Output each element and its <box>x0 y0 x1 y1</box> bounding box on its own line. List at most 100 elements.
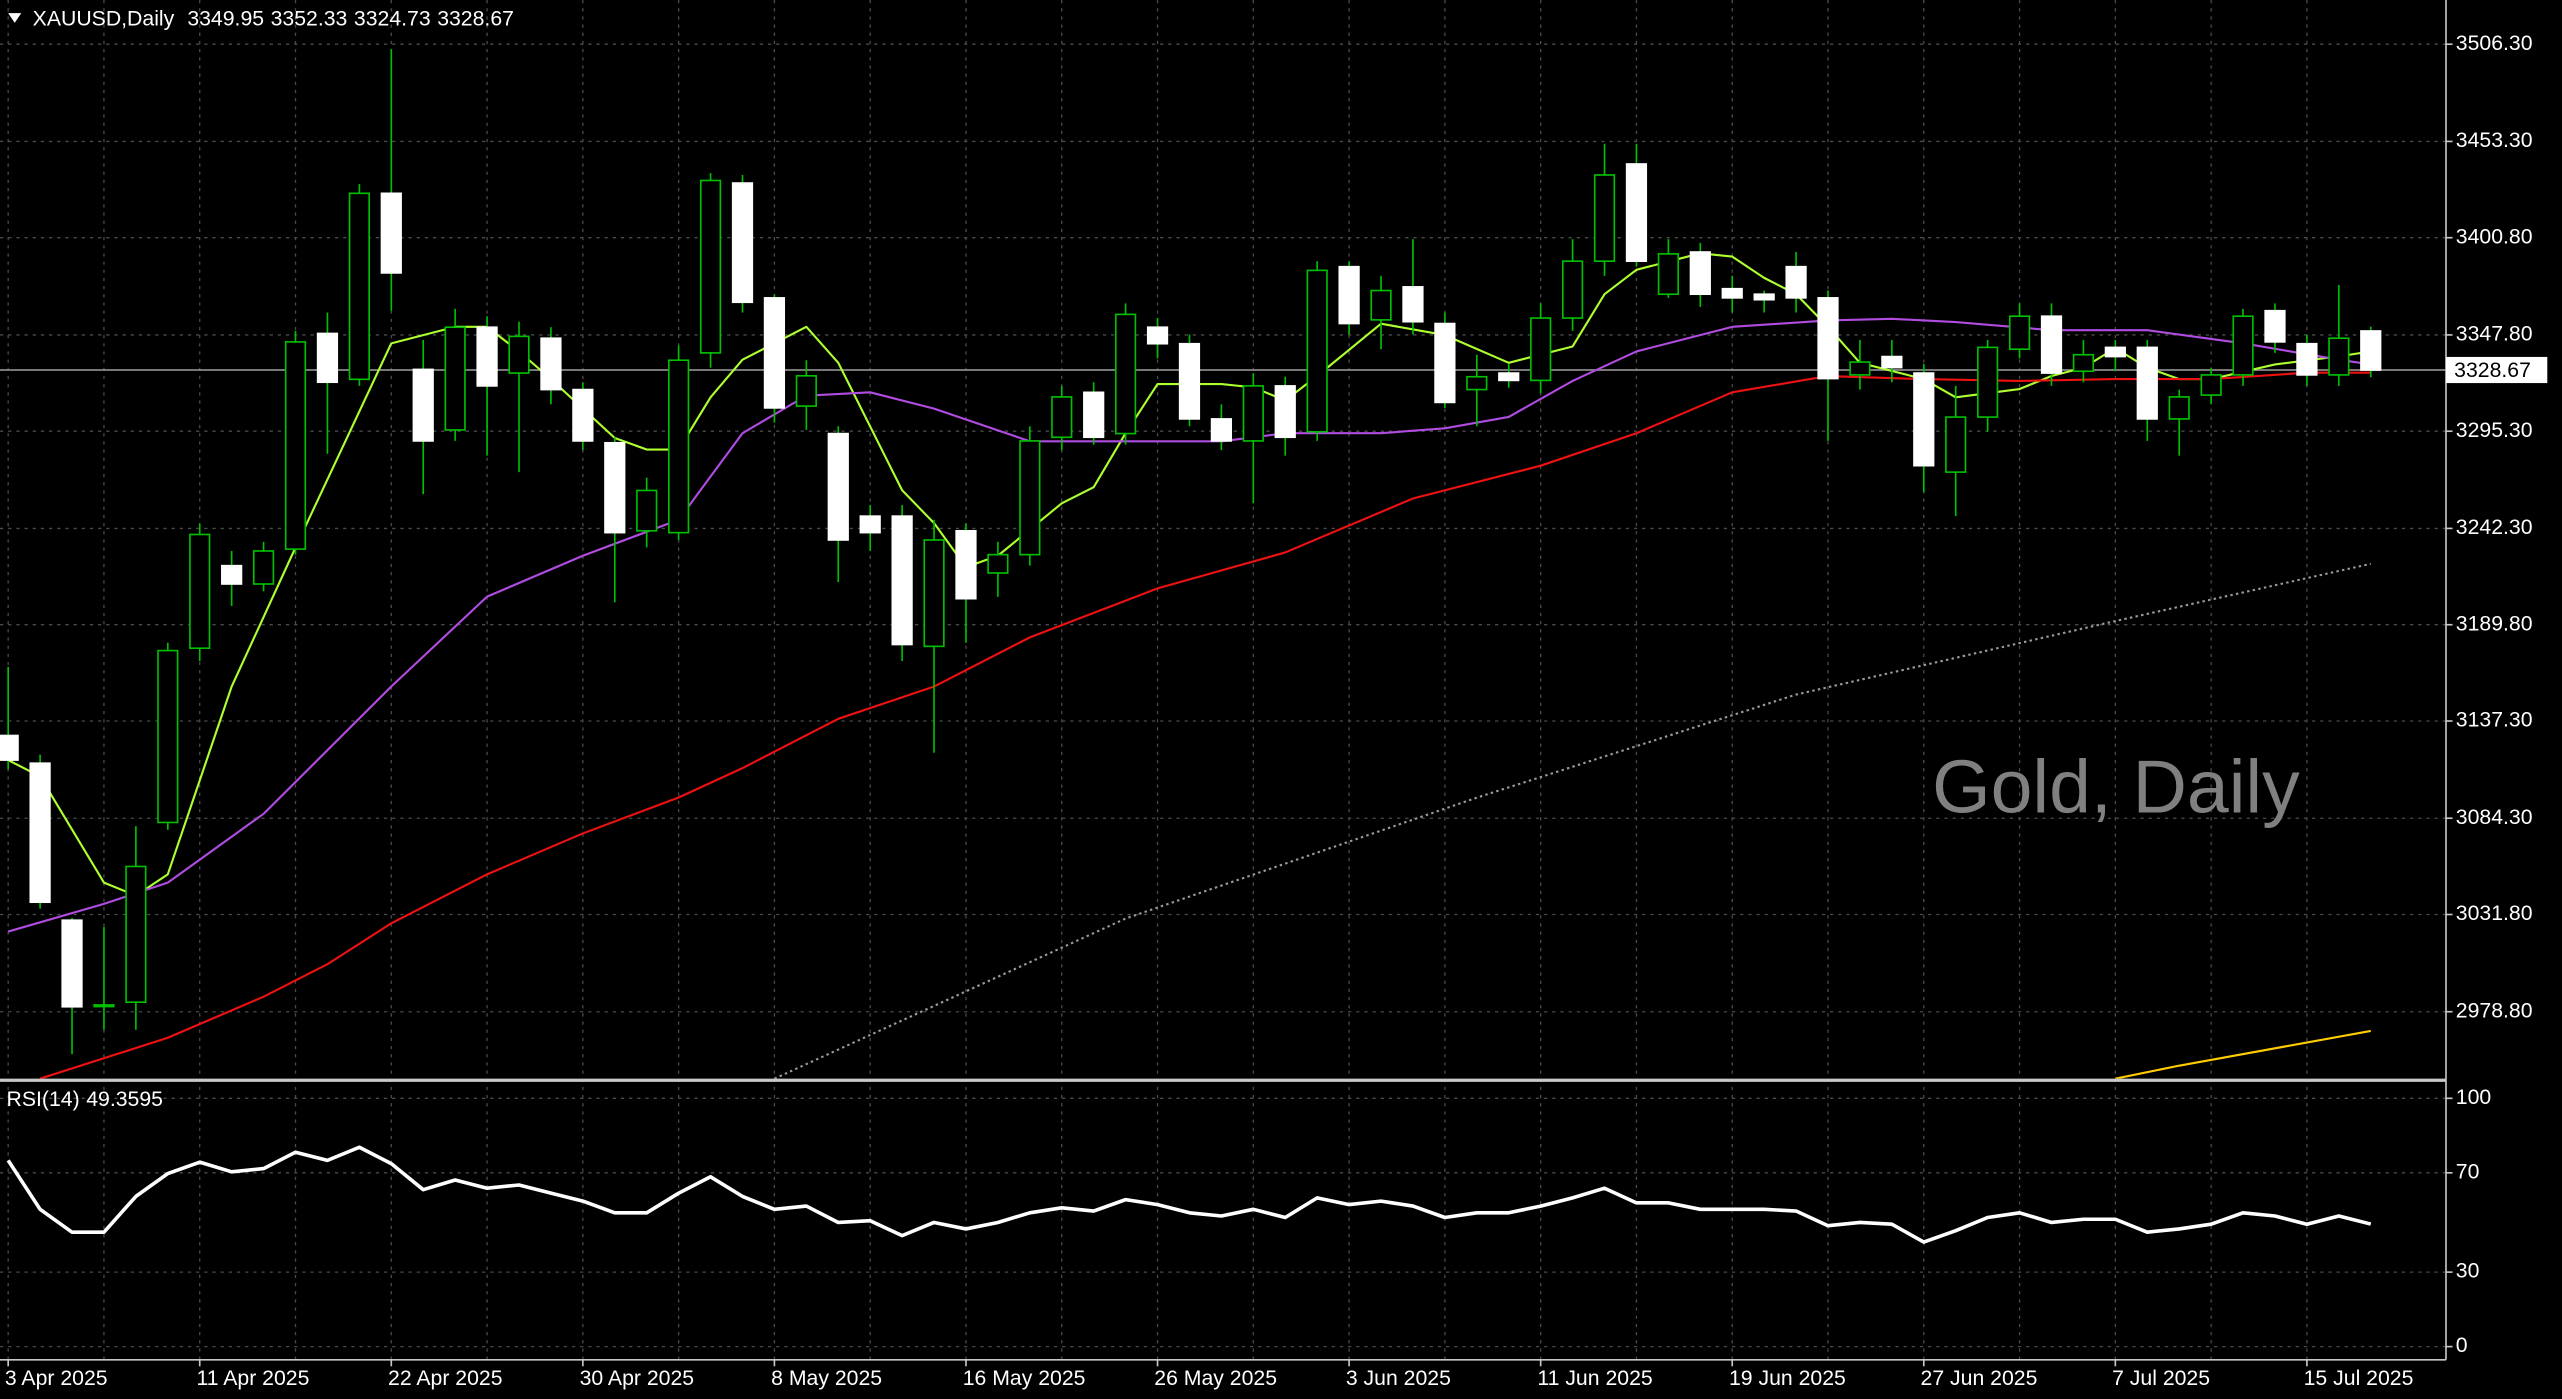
y-tick-label: 3453.30 <box>2456 128 2533 152</box>
candle-body-down <box>316 332 339 384</box>
candle-body-down <box>2360 330 2382 371</box>
candle-body-up <box>1051 396 1073 439</box>
x-tick-label: 3 Apr 2025 <box>5 1366 108 1390</box>
moving-average-line <box>2115 1029 2371 1079</box>
candle-body-up <box>2008 315 2031 351</box>
rsi-tick-label: 0 <box>2456 1333 2468 1357</box>
rsi-tick-label: 100 <box>2456 1085 2491 1109</box>
candle-body-up <box>987 553 1009 574</box>
candle-body-down <box>1338 265 1360 325</box>
y-tick-label: 3400.80 <box>2456 224 2533 248</box>
candle-body-down <box>1721 287 1743 299</box>
candle-body-down <box>2104 346 2126 358</box>
candle-body-up <box>1466 375 1488 391</box>
candle-body-down <box>1881 355 1903 369</box>
candle-body-down <box>1434 322 1456 404</box>
x-tick-label: 3 Jun 2025 <box>1346 1366 1451 1390</box>
candle-body-up <box>699 179 722 354</box>
y-tick-label: 3189.80 <box>2456 611 2533 635</box>
candle-body-up <box>284 341 307 550</box>
candle-body-down <box>2136 346 2158 420</box>
candle-body-down <box>1402 286 1424 323</box>
candle-body-up <box>1306 269 1328 433</box>
candle-body-up <box>636 489 658 532</box>
y-tick-label: 3084.30 <box>2456 805 2533 829</box>
x-tick-label: 7 Jul 2025 <box>2112 1366 2210 1390</box>
y-tick-label: 2978.80 <box>2456 998 2533 1022</box>
moving-average-line <box>39 371 2371 1079</box>
header-close: 3328.67 <box>437 6 514 30</box>
rsi-tick-label: 70 <box>2456 1159 2480 1183</box>
candle-body-up <box>189 533 211 650</box>
candle-body-down <box>2296 342 2318 376</box>
candle-body-down <box>380 192 402 274</box>
candle-body-up <box>2232 315 2254 376</box>
x-tick-label: 27 Jun 2025 <box>1921 1366 2038 1390</box>
y-tick-label: 3347.80 <box>2456 322 2533 346</box>
candle-body-up <box>923 539 945 648</box>
header-open: 3349.95 <box>187 6 264 30</box>
candle-body-up <box>252 550 275 585</box>
candle-body-down <box>572 388 594 442</box>
candle-body-up <box>157 649 179 824</box>
candle-body-up <box>2200 374 2222 396</box>
x-tick-label: 30 Apr 2025 <box>580 1366 695 1390</box>
candle-body-up <box>1370 289 1392 321</box>
rsi-label: RSI(14) <box>7 1087 80 1111</box>
candle-body-down <box>1817 297 1839 380</box>
candle-body-up <box>1945 416 1967 473</box>
candle-body-down <box>731 182 754 304</box>
y-tick-label: 3506.30 <box>2456 31 2533 55</box>
candle-body-up <box>2072 353 2095 373</box>
candle-body-down <box>221 564 243 585</box>
chart-header: XAUUSD,Daily 3349.95 3352.33 3324.73 3328.67 <box>33 6 514 30</box>
candle-body-down <box>1785 265 1807 299</box>
candle-body-up <box>444 326 466 431</box>
candle-body-down <box>0 734 19 761</box>
candle-body-down <box>891 515 913 646</box>
header-high: 3352.33 <box>271 6 348 30</box>
candle-body-down <box>763 297 786 409</box>
candle-body-down <box>827 432 849 541</box>
candle-body-up <box>1977 346 1999 418</box>
moving-average-line <box>773 562 2371 1079</box>
candle-body-down <box>29 762 51 904</box>
candle-body-down <box>1913 372 1935 467</box>
y-tick-label: 3137.30 <box>2456 708 2533 732</box>
x-tick-label: 19 Jun 2025 <box>1729 1366 1846 1390</box>
candle-body-up <box>668 359 690 534</box>
rsi-header: RSI(14) 49.3595 <box>7 1087 163 1111</box>
price-pane <box>0 49 2446 1079</box>
candle-body-down <box>540 337 562 391</box>
candle-body-up <box>1530 317 1552 382</box>
rsi-line <box>6 1145 2372 1244</box>
rsi-last-value: 49.3595 <box>86 1087 163 1111</box>
candle-body-up <box>2168 396 2190 420</box>
candle-body-down <box>955 529 977 600</box>
y-tick-label: 3242.30 <box>2456 515 2533 539</box>
rsi-tick-label: 30 <box>2456 1259 2480 1283</box>
candle-body-up <box>2328 337 2350 376</box>
candle-body-down <box>412 368 434 442</box>
candle-body-down <box>1178 342 1201 420</box>
rsi-pane <box>6 1145 2372 1244</box>
candle-body-down <box>1753 293 1775 301</box>
x-tick-label: 11 Jun 2025 <box>1537 1366 1652 1390</box>
candle-body-up <box>795 375 817 407</box>
symbol: XAUUSD,Daily <box>33 6 175 30</box>
candle-body-down <box>1498 372 1520 382</box>
candle-body-up <box>1849 361 1871 376</box>
candle-body-down <box>1625 163 1648 263</box>
header-low: 3324.73 <box>354 6 431 30</box>
candle-body-down <box>476 326 498 387</box>
candle-body-up <box>1019 440 1041 556</box>
candle-body-up <box>348 192 370 381</box>
current-price-label: 3328.67 <box>2454 358 2531 382</box>
x-tick-label: 26 May 2025 <box>1154 1366 1277 1390</box>
candle-body-down <box>2264 309 2286 343</box>
candle-body-down <box>1146 326 1169 345</box>
